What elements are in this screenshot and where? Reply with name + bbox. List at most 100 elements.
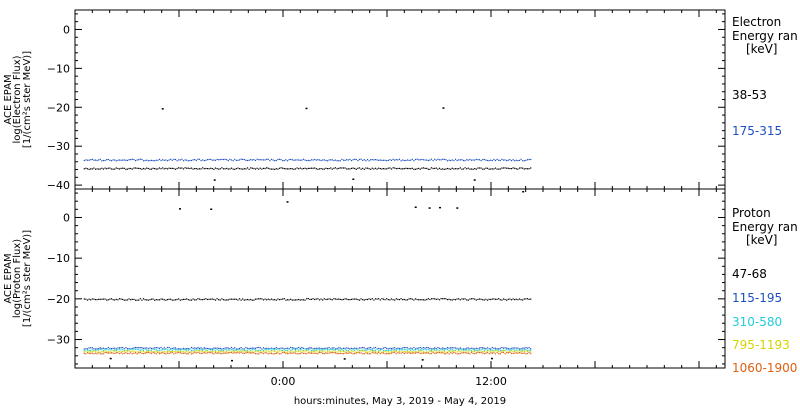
proton-point — [458, 348, 460, 350]
electron-point — [472, 168, 474, 170]
proton-point — [507, 351, 509, 353]
proton-point — [339, 347, 341, 349]
electron-outlier-point — [305, 107, 308, 110]
proton-point — [370, 353, 372, 355]
electron-point — [405, 167, 407, 169]
proton-point — [437, 352, 439, 354]
electron-point — [422, 167, 425, 169]
electron-point — [173, 167, 175, 170]
proton-point — [83, 352, 85, 354]
proton-point — [187, 348, 189, 350]
proton-point — [221, 298, 223, 300]
electron-point — [93, 167, 95, 169]
proton-legend-entry: 795-1193 — [732, 338, 790, 352]
electron-point — [434, 167, 436, 169]
proton-point — [333, 350, 335, 352]
electron-point — [437, 168, 439, 170]
proton-point — [422, 299, 425, 301]
proton-point — [139, 298, 141, 300]
proton-point — [480, 349, 482, 351]
proton-point — [147, 350, 149, 352]
electron-point — [443, 158, 445, 160]
proton-point — [317, 347, 319, 349]
proton-point — [158, 299, 161, 301]
proton-point — [472, 348, 474, 350]
proton-point — [422, 349, 425, 351]
proton-point — [222, 350, 225, 352]
electron-point — [155, 159, 157, 161]
electron-point — [104, 167, 106, 169]
proton-point — [170, 348, 172, 351]
electron-point — [242, 168, 244, 170]
electron-point — [285, 159, 287, 161]
electron-point — [218, 159, 220, 161]
proton-point — [395, 350, 397, 352]
proton-point — [211, 352, 213, 354]
proton-point — [334, 349, 337, 351]
electron-point — [314, 158, 316, 161]
proton-point — [291, 299, 293, 301]
proton-point — [416, 298, 418, 301]
proton-point — [317, 353, 319, 355]
proton-point — [109, 347, 111, 349]
proton-point — [365, 349, 367, 351]
proton-point — [85, 348, 87, 350]
proton-point — [362, 299, 364, 301]
proton-point — [232, 352, 234, 354]
proton-point — [382, 347, 385, 349]
electron-point — [94, 168, 97, 170]
electron-point — [446, 160, 449, 162]
proton-point — [88, 349, 90, 352]
electron-point — [139, 168, 141, 170]
proton-point — [408, 348, 410, 350]
proton-point — [131, 298, 133, 300]
proton-point — [259, 352, 261, 354]
proton-point — [398, 299, 401, 301]
proton-point — [438, 299, 441, 301]
electron-point — [341, 158, 343, 160]
electron-point — [517, 168, 519, 170]
proton-point — [182, 298, 185, 300]
proton-point — [475, 347, 477, 349]
proton-point — [136, 353, 138, 355]
proton-point — [101, 298, 103, 300]
proton-point — [430, 350, 433, 352]
proton-point — [494, 349, 497, 351]
electron-point — [163, 168, 165, 170]
electron-point — [226, 159, 228, 161]
electron-point — [203, 168, 205, 170]
proton-point — [333, 349, 335, 351]
proton-point — [376, 298, 378, 300]
electron-point — [91, 158, 93, 160]
proton-point — [389, 351, 391, 353]
electron-point — [427, 168, 429, 170]
proton-point — [224, 299, 226, 301]
electron-point — [235, 159, 237, 161]
electron-point — [126, 159, 129, 161]
proton-point — [515, 347, 517, 349]
proton-point — [435, 352, 437, 354]
electron-point — [368, 160, 370, 162]
proton-point — [147, 299, 149, 301]
proton-point — [173, 347, 175, 349]
electron-point — [526, 159, 529, 161]
proton-point — [245, 347, 247, 349]
electron-point — [520, 167, 522, 169]
proton-point — [237, 349, 239, 351]
proton-point — [338, 347, 340, 349]
electron-point — [394, 159, 396, 161]
electron-point — [93, 159, 95, 161]
proton-point — [91, 352, 93, 354]
proton-point — [461, 348, 463, 350]
proton-point — [270, 349, 273, 351]
electron-point — [117, 159, 119, 161]
proton-point — [307, 350, 309, 352]
proton-point — [506, 347, 508, 349]
proton-point — [218, 347, 220, 349]
electron-point — [187, 160, 189, 162]
proton-point — [413, 351, 415, 353]
proton-point — [210, 298, 212, 300]
proton-point — [445, 348, 447, 350]
electron-point — [312, 159, 314, 161]
proton-point — [366, 347, 369, 349]
